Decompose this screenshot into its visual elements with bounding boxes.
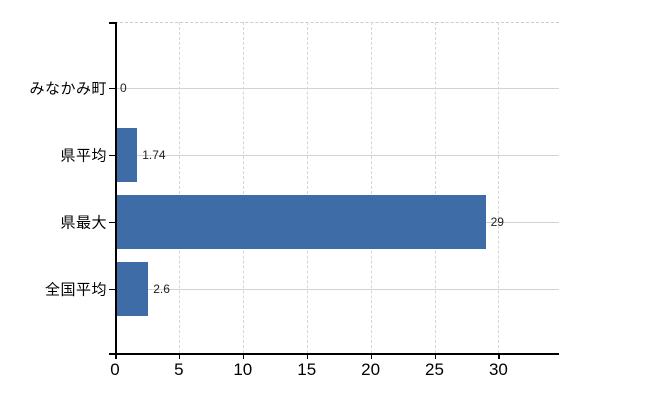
x-axis-tick-label: 20 — [361, 360, 381, 379]
plot-top-border — [115, 22, 559, 23]
x-axis-tick-label: 5 — [174, 360, 184, 379]
x-axis-tick — [370, 353, 373, 359]
x-axis-tick — [178, 353, 181, 359]
y-axis-tick — [109, 289, 115, 290]
gridline-vertical — [306, 22, 308, 353]
y-axis-line — [115, 22, 117, 353]
gridline-vertical — [434, 22, 436, 353]
y-axis-tick — [109, 222, 115, 223]
bar — [115, 262, 149, 316]
x-axis-tick — [306, 353, 309, 359]
bar — [115, 195, 486, 249]
gridline-vertical — [242, 22, 244, 353]
gridline-vertical — [498, 22, 500, 353]
bar-value-label: 29 — [490, 215, 504, 229]
gridline-horizontal — [115, 88, 559, 89]
x-axis-tick-label: 30 — [488, 360, 508, 379]
x-axis-tick — [498, 353, 500, 359]
gridline-horizontal — [115, 155, 559, 156]
x-axis-tick-label: 15 — [297, 360, 317, 379]
bar — [115, 128, 138, 182]
bar-value-label: 0 — [120, 81, 127, 95]
gridline-vertical — [178, 22, 180, 353]
y-axis-tick — [109, 155, 115, 156]
bar-value-label: 2.6 — [153, 282, 170, 296]
y-axis-tick — [109, 88, 115, 89]
x-axis-tick — [115, 353, 117, 359]
x-axis-line — [109, 353, 559, 355]
gridline-vertical — [370, 22, 372, 353]
y-axis-tick — [109, 22, 115, 24]
y-axis-category-label: 県最大 — [60, 214, 107, 232]
y-axis-category-label: 全国平均 — [44, 281, 107, 299]
x-axis-tick-label: 0 — [110, 360, 120, 379]
gridline-horizontal — [115, 289, 559, 290]
x-axis-tick — [434, 353, 437, 359]
y-axis-category-label: 県平均 — [60, 147, 107, 165]
bar-value-label: 1.74 — [142, 148, 166, 162]
x-axis-tick-label: 10 — [233, 360, 253, 379]
x-axis-tick-label: 25 — [425, 360, 444, 379]
x-axis-tick — [242, 353, 245, 359]
y-axis-category-label: みなかみ町 — [29, 80, 107, 98]
